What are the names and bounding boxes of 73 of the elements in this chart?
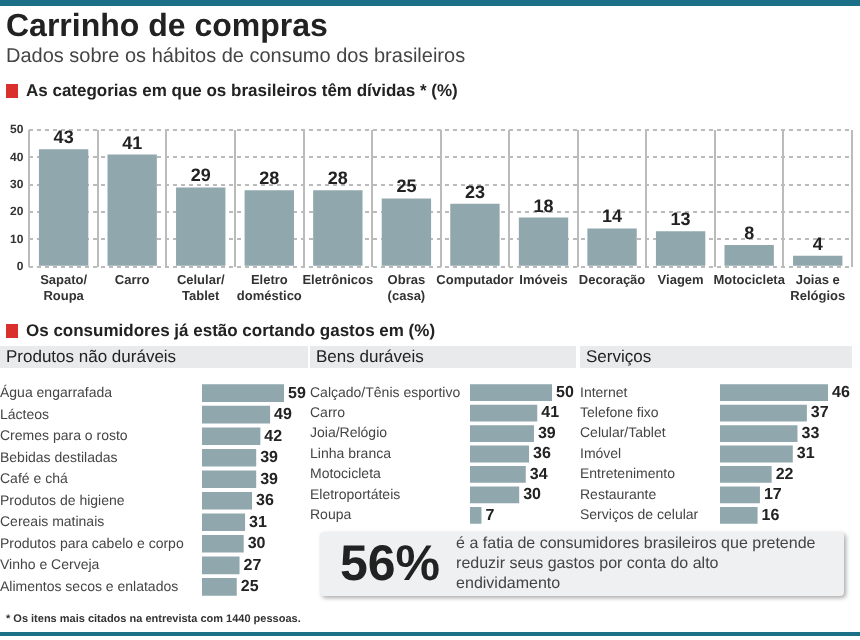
- data-label: 14: [602, 206, 623, 227]
- data-label: 16: [761, 505, 781, 524]
- data-label: 49: [274, 405, 293, 424]
- data-label: 27: [243, 555, 263, 574]
- bar: [720, 425, 798, 442]
- bar: [518, 217, 569, 266]
- bar: [470, 486, 520, 504]
- data-label: 18: [533, 195, 554, 216]
- bar: [450, 203, 500, 266]
- data-label: 39: [537, 423, 557, 442]
- data-label: 30: [247, 534, 267, 553]
- bar: [720, 384, 828, 402]
- chart-title: Bens duráveis: [310, 346, 576, 368]
- bar: [724, 244, 774, 266]
- bar: [587, 228, 637, 266]
- data-label: 28: [327, 168, 348, 189]
- data-label: 50: [556, 383, 575, 402]
- bar: [470, 506, 482, 524]
- data-label: 39: [260, 469, 280, 488]
- bar: [720, 466, 772, 483]
- chart-title: Produtos não duráveis: [0, 346, 308, 368]
- bar: [176, 187, 226, 266]
- chart-title: Carrinho de compras: [6, 10, 328, 46]
- text: Os consumidores já estão cortando gastos em (%): [26, 320, 436, 340]
- data-label: 59: [288, 383, 307, 402]
- text: é a fatia de consumidores brasileiros que pretende reduzir seus gastos por conta do alto endividamento: [456, 534, 817, 594]
- chart-title: Serviços: [580, 346, 852, 368]
- bar: [655, 231, 706, 266]
- data-label: 30: [523, 485, 543, 504]
- bar: [793, 255, 843, 266]
- bar: [470, 404, 538, 422]
- data-label: 41: [541, 403, 561, 422]
- bar: [470, 445, 530, 463]
- data-label: 43: [53, 127, 74, 148]
- bar: [244, 190, 294, 266]
- data-label: 23: [464, 181, 485, 202]
- bar: [381, 198, 432, 266]
- data-label: 29: [190, 165, 211, 186]
- data-label: 13: [670, 209, 691, 230]
- bar: [720, 445, 793, 463]
- bar: [313, 190, 363, 266]
- data-label: 33: [801, 423, 821, 442]
- data-label: 34: [529, 464, 549, 483]
- bar: [470, 425, 534, 442]
- data-label: 39: [260, 448, 280, 467]
- data-label: 28: [259, 168, 280, 189]
- data-label: 22: [775, 464, 795, 483]
- data-label: 31: [249, 512, 268, 531]
- data-label: 42: [264, 426, 284, 445]
- data-label: 8: [744, 222, 755, 243]
- text: 56%: [338, 535, 441, 593]
- bar: [107, 154, 157, 266]
- data-label: 37: [810, 403, 830, 422]
- bar: [202, 384, 284, 402]
- bar: [720, 486, 760, 504]
- data-label: 25: [240, 577, 260, 596]
- bar: [720, 404, 807, 422]
- data-label: 31: [796, 444, 816, 463]
- bar: [470, 384, 552, 402]
- data-label: 17: [763, 485, 783, 504]
- bar: [470, 466, 526, 483]
- chart-subtitle: Dados sobre os hábitos de consumo dos brasileiros: [6, 46, 466, 68]
- data-label: 36: [533, 444, 552, 463]
- bar: [720, 506, 758, 524]
- data-label: 7: [485, 505, 496, 524]
- data-label: 41: [122, 132, 143, 153]
- data-label: 36: [256, 491, 275, 510]
- bar: [38, 149, 89, 266]
- text: As categorias em que os brasileiros têm dívidas * (%): [26, 80, 458, 100]
- data-label: 4: [812, 233, 823, 254]
- bar: [202, 578, 237, 596]
- data-label: 46: [832, 383, 851, 402]
- data-label: 25: [396, 176, 417, 197]
